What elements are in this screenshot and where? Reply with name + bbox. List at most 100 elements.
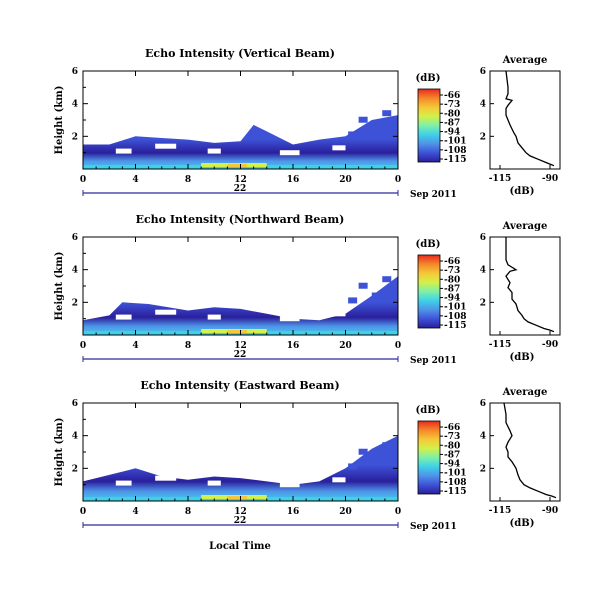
colorbar-tick-label: -108 — [444, 146, 467, 156]
echo-patch — [371, 126, 381, 133]
x-tick-label: 0 — [395, 507, 401, 517]
colorbar-tick-label: -80 — [444, 275, 460, 285]
x-axis-label: Local Time — [209, 541, 271, 552]
profile-y-tick-label: 6 — [480, 233, 486, 243]
surface-peak — [227, 330, 248, 333]
x-tick-label: 20 — [339, 507, 352, 517]
colorbar-tick-label: -80 — [444, 109, 460, 119]
profile-y-tick-label: 2 — [480, 464, 486, 474]
colorbar-tick-label: -66 — [444, 423, 460, 433]
echo-patch — [382, 110, 392, 117]
y-axis-label: Height (km) — [54, 418, 65, 487]
colorbar-tick-label: -80 — [444, 441, 460, 451]
echo-layer — [83, 115, 398, 169]
date-month-year: Sep 2011 — [410, 190, 457, 200]
x-tick-label: 0 — [395, 175, 401, 185]
panel-2: Echo Intensity (Eastward Beam) 0 4 8 12 16 20 0… — [54, 379, 561, 532]
heatmap — [83, 276, 398, 335]
colorbar-tick-label: -115 — [444, 321, 467, 331]
colorbar-tick-label: -94 — [444, 460, 460, 470]
y-tick-label: 4 — [72, 432, 78, 442]
data-gap — [207, 314, 221, 320]
echo-patch — [388, 453, 398, 460]
echo-patch — [382, 276, 392, 283]
y-tick-label: 4 — [72, 266, 78, 276]
date-day: 22 — [234, 184, 247, 194]
profile-y-tick-label: 4 — [480, 432, 486, 442]
data-gap — [207, 480, 221, 486]
colorbar-unit: (dB) — [416, 73, 441, 84]
colorbar-tick-label: -101 — [444, 469, 467, 479]
profile-y-tick-label: 6 — [480, 399, 486, 409]
profile-y-tick-label: 6 — [480, 67, 486, 77]
panel-title: Echo Intensity (Northward Beam) — [136, 213, 345, 226]
data-gap — [279, 482, 300, 488]
colorbar-tick-label: -108 — [444, 478, 467, 488]
colorbar-unit: (dB) — [416, 239, 441, 250]
echo-patch — [348, 463, 358, 470]
x-tick-label: 8 — [185, 175, 191, 185]
date-month-year: Sep 2011 — [410, 522, 457, 532]
echo-patch — [371, 458, 381, 465]
profile-x-tick-label: -90 — [542, 174, 558, 184]
profile-x-tick-label: -115 — [489, 340, 512, 350]
panel-1: Echo Intensity (Northward Beam)0 4 8 12 16 20… — [54, 213, 561, 366]
x-tick-label: 16 — [287, 341, 300, 351]
data-gap — [279, 316, 300, 322]
colorbar-tick-label: -94 — [444, 128, 460, 138]
echo-patch — [388, 287, 398, 294]
x-tick-label: 0 — [80, 507, 86, 517]
x-tick-label: 8 — [185, 507, 191, 517]
panel-0: Echo Intensity (Vertical Beam) 0 4 8 12 16 20 0… — [54, 47, 561, 200]
echo-patch — [382, 442, 392, 449]
x-tick-label: 16 — [287, 507, 300, 517]
colorbar-tick-label: -66 — [444, 257, 460, 267]
data-gap — [155, 309, 177, 315]
x-tick-label: 12 — [234, 507, 247, 517]
echo-layer — [83, 276, 398, 335]
colorbar-tick-label: -94 — [444, 294, 460, 304]
echo-patch — [348, 131, 358, 138]
colorbar — [417, 88, 441, 163]
data-gap — [332, 477, 346, 483]
profile-y-tick-label: 2 — [480, 132, 486, 142]
y-axis-label: Height (km) — [54, 86, 65, 155]
profile-x-label: (dB) — [510, 518, 535, 529]
data-gap — [155, 143, 177, 149]
x-tick-label: 8 — [185, 341, 191, 351]
colorbar-tick-label: -87 — [444, 118, 460, 128]
y-tick-label: 6 — [72, 399, 78, 409]
date-month-year: Sep 2011 — [410, 356, 457, 366]
panel-title: Echo Intensity (Eastward Beam) — [140, 379, 339, 392]
colorbar-tick-label: -108 — [444, 312, 467, 322]
profile-x-tick-label: -90 — [542, 340, 558, 350]
profile-line — [505, 237, 555, 333]
data-gap — [332, 311, 346, 317]
y-tick-label: 4 — [72, 100, 78, 110]
echo-patch — [358, 448, 368, 455]
profile-x-tick-label: -90 — [542, 506, 558, 516]
colorbar-tick-label: -115 — [444, 155, 467, 165]
profile-x-tick-label: -115 — [489, 174, 512, 184]
heatmap — [83, 435, 398, 501]
colorbar-tick-label: -73 — [444, 432, 460, 442]
profile-y-tick-label: 2 — [480, 298, 486, 308]
profile-y-tick-label: 4 — [480, 100, 486, 110]
echo-patch — [358, 116, 368, 123]
profile-x-label: (dB) — [510, 352, 535, 363]
panel-title: Echo Intensity (Vertical Beam) — [145, 47, 335, 60]
colorbar — [417, 420, 441, 495]
profile-frame — [489, 236, 561, 336]
profile-y-tick-label: 4 — [480, 266, 486, 276]
colorbar-tick-label: -73 — [444, 266, 460, 276]
date-day: 22 — [234, 516, 247, 526]
colorbar — [417, 254, 441, 329]
echo-patch — [388, 121, 398, 128]
colorbar-unit: (dB) — [416, 405, 441, 416]
profile-title: Average — [502, 387, 548, 398]
profile-line — [503, 402, 557, 499]
colorbar-tick-label: -87 — [444, 284, 460, 294]
x-tick-label: 20 — [339, 175, 352, 185]
profile-x-tick-label: -115 — [489, 506, 512, 516]
